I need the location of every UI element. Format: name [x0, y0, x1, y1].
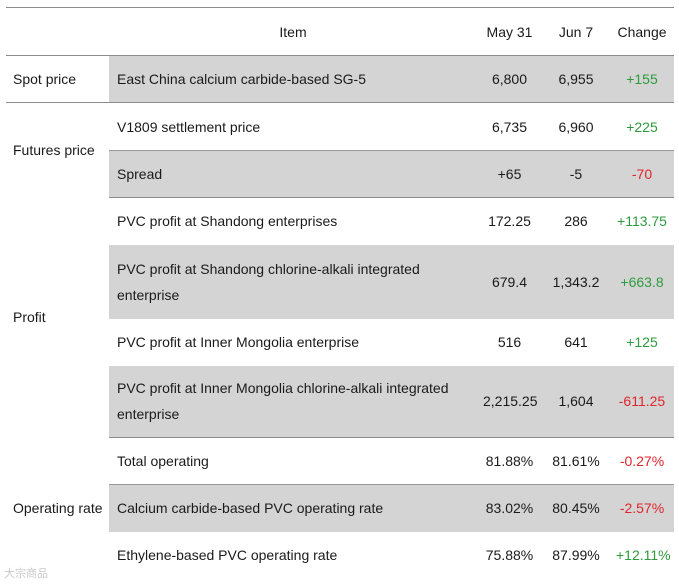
item-label: Ethylene-based PVC operating rate [117, 547, 338, 563]
value-change: +225 [610, 102, 674, 151]
value-jun7: 6,955 [542, 55, 610, 103]
item-label: PVC profit at Shandong enterprises [117, 213, 338, 230]
category-spot-price: Spot price [6, 55, 109, 103]
item-label: PVC profit at Inner Mongolia enterprise [117, 334, 360, 350]
value-may31: 2,215.25 [477, 365, 542, 438]
table-row: Calcium carbide-based PVC operating rate… [6, 484, 674, 532]
item-label: Calcium carbide-based PVC operating rate [109, 484, 477, 532]
value-change: +125 [626, 334, 658, 350]
watermark: 大宗商品 [4, 568, 48, 580]
price-table: Item May 31 Jun 7 Change Spot price East… [6, 7, 674, 579]
value-change: -2.57% [610, 484, 674, 532]
header-change: Change [610, 7, 674, 56]
value-may31: 81.88% [477, 437, 542, 485]
table-row: PVC profit at Shandong chlorine-alkali i… [6, 244, 674, 319]
value-change: -70 [610, 150, 674, 198]
value-may31: 83.02% [477, 484, 542, 532]
item-label: East China calcium carbide-based SG-5 [109, 55, 477, 103]
value-may31: 172.25 [488, 213, 531, 230]
table-row: Futures price V1809 settlement price 6,7… [6, 102, 674, 158]
value-change: -611.25 [610, 365, 674, 438]
table-row: Spot price East China calcium carbide-ba… [6, 55, 674, 103]
table-row: Operating rate Total operating 81.88% 81… [6, 437, 674, 516]
category-futures-price: Futures price [13, 141, 95, 158]
value-jun7: 641 [564, 334, 588, 350]
value-may31: +65 [477, 150, 542, 198]
value-change: -0.27% [610, 437, 674, 485]
category-operating-rate: Operating rate [13, 499, 103, 516]
table-row: Ethylene-based PVC operating rate 75.88%… [6, 532, 674, 579]
table-row: Spread +65 -5 -70 [6, 150, 674, 198]
header-blank [6, 7, 109, 56]
value-jun7: 80.45% [542, 484, 610, 532]
item-label: Total operating [109, 437, 477, 485]
value-change: +155 [610, 55, 674, 103]
value-change: +663.8 [610, 244, 674, 319]
table-row: Profit PVC profit at Shandong enterprise… [6, 198, 674, 325]
item-label: PVC profit at Inner Mongolia chlorine-al… [109, 365, 477, 438]
value-may31: 75.88% [485, 547, 534, 563]
value-jun7: 81.61% [542, 437, 610, 485]
value-may31: 679.4 [477, 244, 542, 319]
value-change: +12.11% [616, 547, 671, 563]
value-jun7: -5 [542, 150, 610, 198]
category-profit: Profit [13, 309, 46, 325]
item-label: V1809 settlement price [109, 102, 477, 151]
value-may31: 6,735 [477, 102, 542, 151]
header-jun7: Jun 7 [542, 7, 610, 56]
header-row: Item May 31 Jun 7 Change [6, 7, 674, 56]
value-may31: 516 [497, 334, 522, 350]
header-item: Item [109, 7, 477, 56]
table-row: PVC profit at Inner Mongolia enterprise … [6, 319, 674, 366]
value-change: +113.75 [617, 213, 667, 230]
value-jun7: 286 [564, 213, 588, 230]
value-jun7: 6,960 [542, 102, 610, 151]
value-jun7: 87.99% [552, 547, 600, 563]
value-jun7: 1,343.2 [542, 244, 610, 319]
value-may31: 6,800 [477, 55, 542, 103]
value-jun7: 1,604 [542, 365, 610, 438]
table-row: PVC profit at Inner Mongolia chlorine-al… [6, 365, 674, 438]
item-label: PVC profit at Shandong chlorine-alkali i… [109, 244, 477, 319]
item-label: Spread [109, 150, 477, 198]
header-may31: May 31 [477, 7, 542, 56]
